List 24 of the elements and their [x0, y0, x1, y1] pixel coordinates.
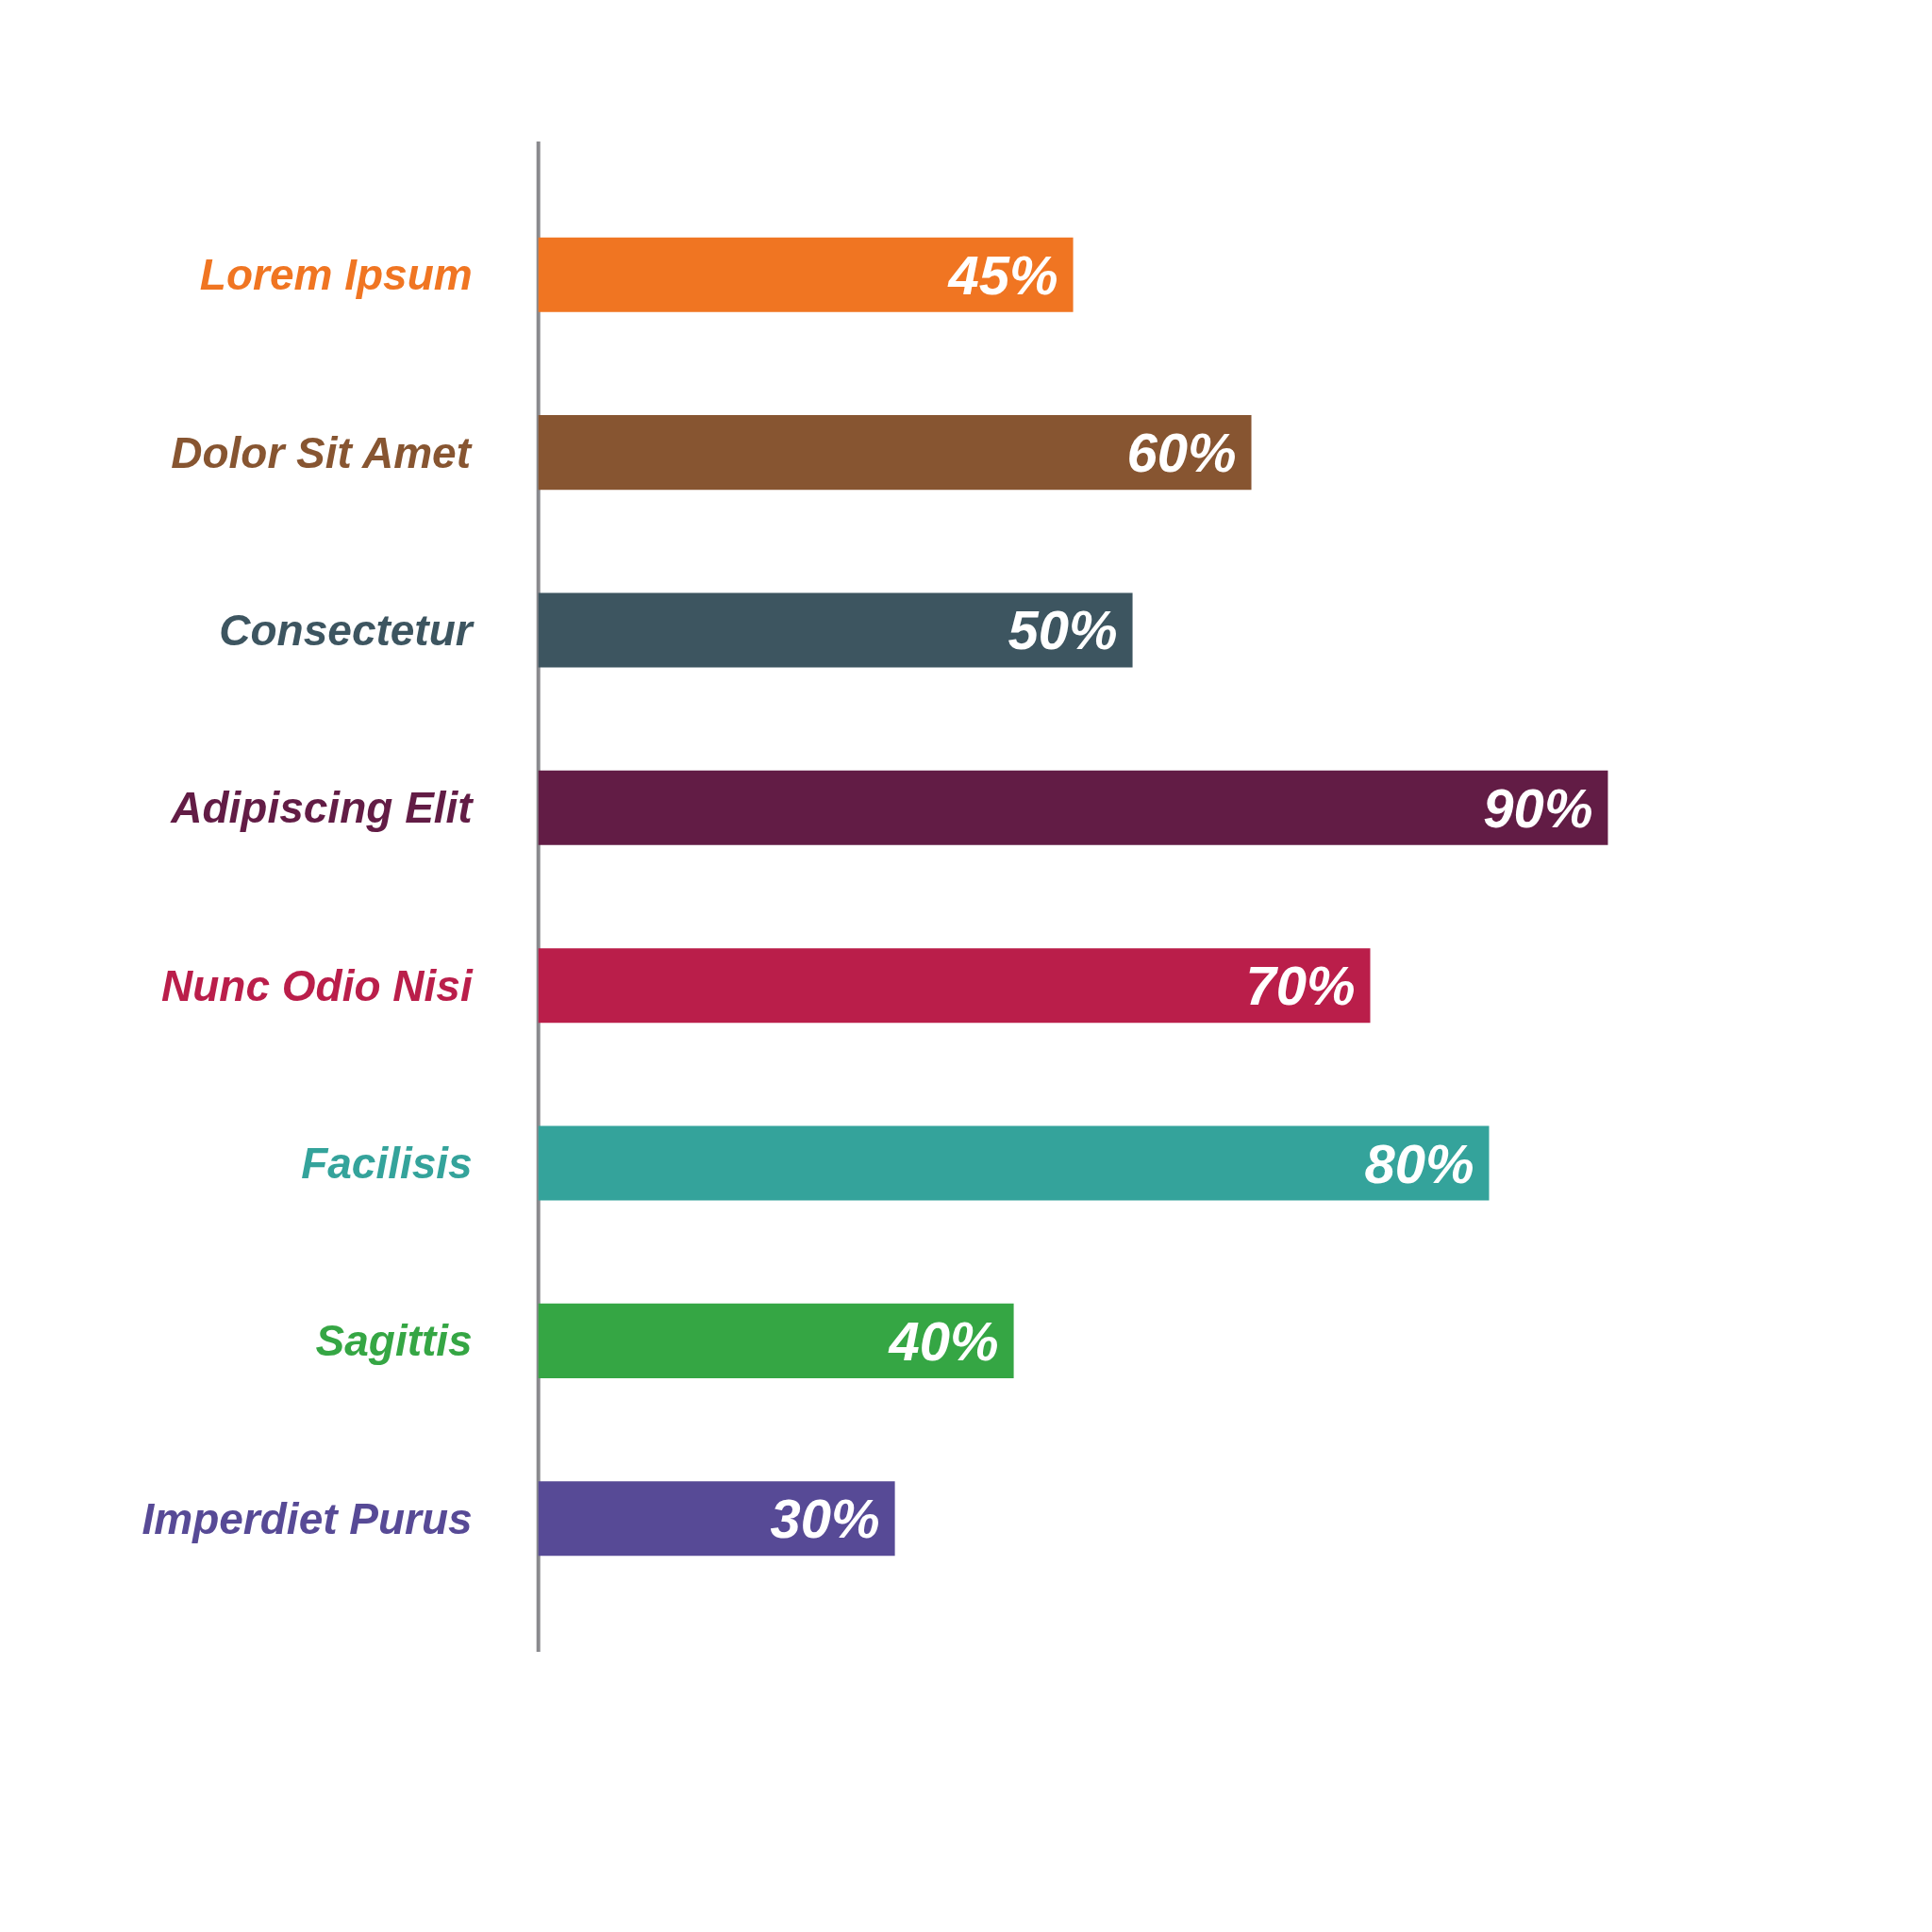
y-tick-label: Imperdiet Purus — [142, 1493, 473, 1543]
bar — [538, 237, 1074, 312]
data-label: 45% — [947, 243, 1058, 306]
data-label: 60% — [1126, 422, 1237, 484]
data-label: 40% — [888, 1309, 999, 1372]
data-label: 70% — [1245, 955, 1356, 1017]
y-tick-label: Dolor Sit Amet — [171, 427, 473, 477]
data-label: 90% — [1483, 776, 1593, 839]
y-tick-label: Facilisis — [301, 1139, 473, 1189]
bar — [538, 1481, 895, 1557]
data-label: 30% — [770, 1488, 880, 1550]
data-label: 80% — [1364, 1132, 1474, 1194]
y-tick-label: Sagittis — [315, 1316, 473, 1366]
y-tick-label: Nunc Odio Nisi — [161, 960, 474, 1010]
y-tick-label: Lorem Ipsum — [199, 250, 473, 300]
bar — [538, 770, 1608, 845]
bar — [538, 948, 1371, 1024]
data-label: 50% — [1008, 599, 1118, 661]
y-tick-label: Adipiscing Elit — [170, 783, 475, 833]
bar — [538, 1303, 1014, 1378]
bar — [538, 592, 1133, 668]
bar — [538, 1125, 1490, 1201]
y-tick-label: Consectetur — [219, 605, 475, 655]
bar — [538, 415, 1252, 491]
